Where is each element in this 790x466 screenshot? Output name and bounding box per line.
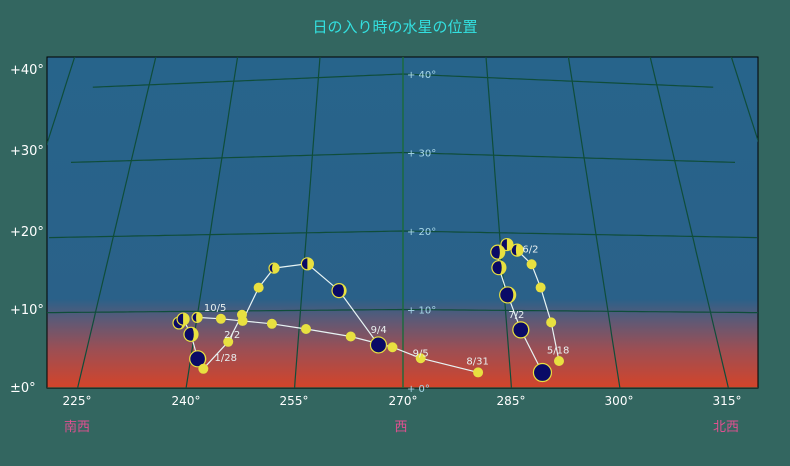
mercury-marker — [300, 257, 314, 271]
altitude-label: + 30° — [407, 149, 436, 160]
date-label: 1/28 — [214, 353, 236, 364]
y-axis-label-20: +20° — [10, 225, 44, 240]
direction-southwest: 南西 — [63, 420, 90, 435]
x-axis-label-225: 225° — [62, 394, 92, 408]
y-axis-label-0: ±0° — [10, 381, 36, 396]
date-label: 6/2 — [522, 245, 538, 256]
date-label: 2/2 — [224, 330, 240, 341]
mercury-marker — [526, 259, 537, 270]
mercury-marker — [198, 363, 209, 374]
date-label: 7/2 — [508, 310, 524, 321]
chart-title: 日の入り時の水星の位置 — [312, 18, 478, 36]
x-axis-label-300: 300° — [604, 394, 634, 408]
mercury-marker — [546, 317, 557, 328]
mercury-marker — [331, 282, 347, 299]
date-labels: 10/5 2/2 1/28 9/4 9/5 8/31 7/2 6/2 5/18 — [204, 245, 569, 368]
date-label: 9/4 — [371, 325, 387, 336]
mercury-marker — [499, 286, 517, 304]
y-axis-label-40: +40° — [10, 63, 44, 78]
date-label: 10/5 — [204, 303, 226, 314]
date-label: 8/31 — [466, 357, 488, 368]
mercury-marker — [500, 237, 514, 252]
mercury-marker — [189, 350, 207, 368]
x-axis-label-255: 255° — [279, 394, 309, 408]
x-axis-label-285: 285° — [496, 394, 526, 408]
date-label: 5/18 — [547, 345, 569, 356]
altitude-label: + 0° — [407, 384, 430, 395]
mercury-marker — [369, 336, 388, 354]
mercury-marker — [183, 326, 199, 342]
mercury-marker — [268, 262, 280, 274]
coordinate-grid — [47, 57, 758, 388]
direction-northwest: 北西 — [712, 420, 739, 435]
mercury-positions — [172, 237, 564, 383]
x-axis-label-315: 315° — [712, 394, 742, 408]
mercury-marker — [345, 331, 356, 342]
mercury-marker — [191, 311, 203, 324]
mercury-marker — [473, 367, 484, 378]
x-axis-label-270: 270° — [388, 394, 418, 408]
altitude-label: + 40° — [407, 70, 436, 81]
altitude-label: + 10° — [407, 306, 436, 317]
mercury-marker — [266, 318, 277, 329]
mercury-marker — [176, 312, 190, 326]
altitude-label: + 20° — [407, 227, 436, 238]
x-axis-label-240: 240° — [171, 394, 201, 408]
direction-west: 西 — [394, 420, 408, 435]
date-label: 9/5 — [413, 349, 429, 360]
y-axis-label-30: +30° — [10, 144, 44, 159]
mercury-marker — [301, 323, 312, 334]
mercury-marker — [237, 315, 248, 326]
mercury-marker — [532, 362, 553, 383]
mercury-marker — [253, 282, 264, 293]
mercury-marker — [491, 260, 507, 276]
mercury-marker — [553, 355, 564, 366]
mercury-marker — [215, 313, 226, 324]
mercury-marker — [387, 342, 398, 353]
mercury-marker — [510, 243, 524, 257]
y-axis-label-10: +10° — [10, 303, 44, 318]
mercury-marker — [490, 244, 506, 260]
mercury-marker — [512, 321, 530, 339]
mercury-marker — [223, 336, 234, 347]
mercury-marker — [535, 282, 546, 293]
mercury-marker — [415, 353, 426, 364]
center-altitude-labels: + 40° + 30° + 20° + 10° + 0° — [407, 70, 436, 395]
